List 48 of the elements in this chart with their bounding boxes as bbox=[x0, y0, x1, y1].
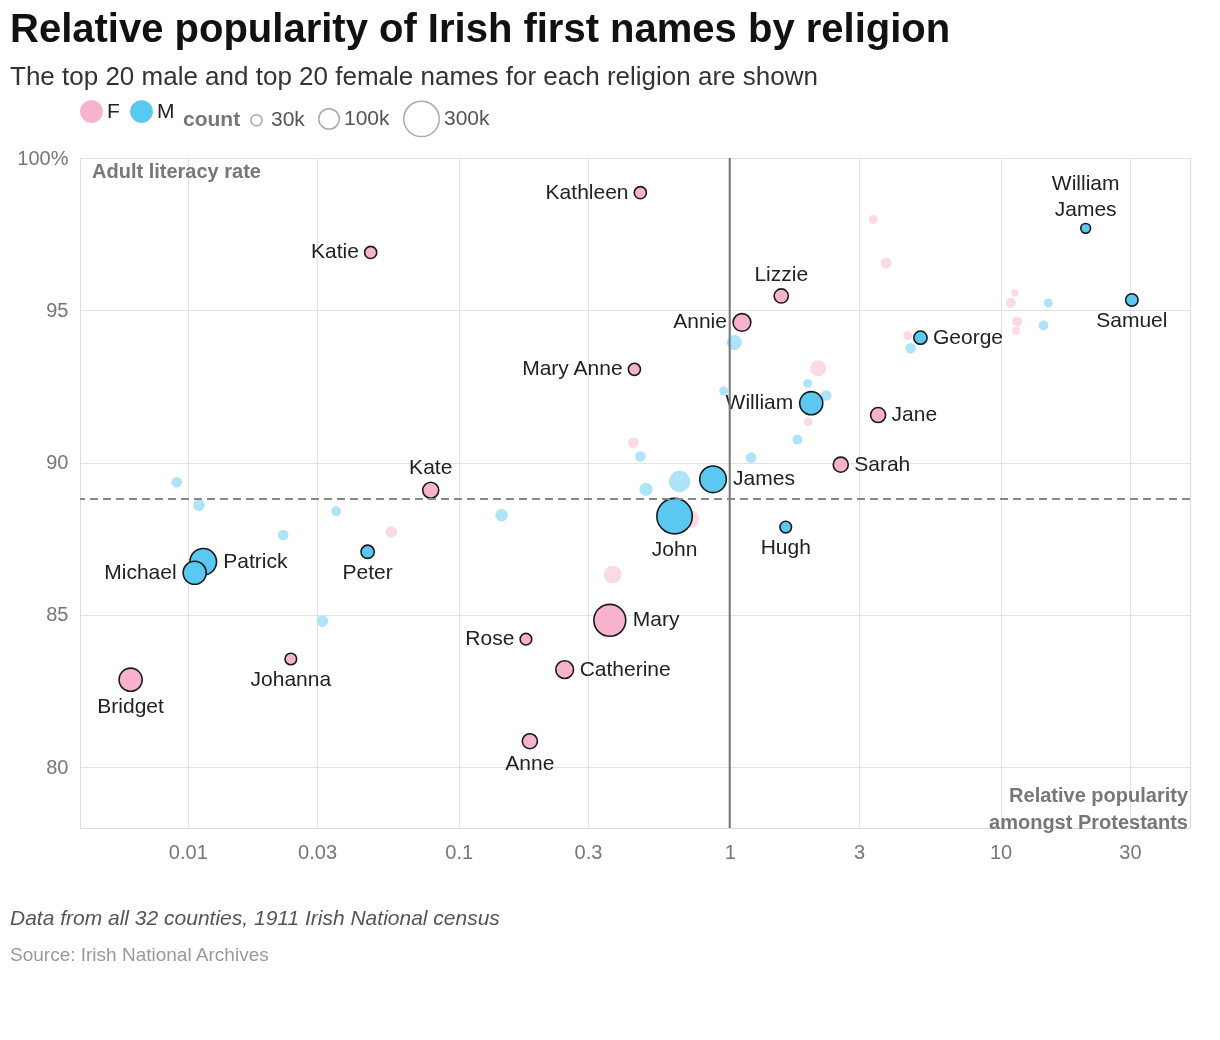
y-axis-title: Adult literacy rate bbox=[92, 160, 261, 182]
data-label: Sarah bbox=[854, 451, 911, 475]
x-tick-label: 30 bbox=[1119, 840, 1142, 863]
data-label: Anne bbox=[505, 750, 555, 774]
data-label: Lizzie bbox=[754, 261, 809, 285]
data-label: John bbox=[651, 537, 698, 561]
chart-title: Relative popularity of Irish first names by religion bbox=[10, 6, 951, 50]
legend-label: 100k bbox=[344, 105, 391, 129]
data-label: Michael bbox=[104, 559, 177, 583]
data-label: Rose bbox=[465, 626, 515, 650]
x-tick-label: 10 bbox=[990, 840, 1013, 863]
x-tick-label: 0.01 bbox=[168, 840, 208, 863]
x-tick-label: 0.3 bbox=[574, 840, 603, 863]
x-tick-label: 1 bbox=[724, 840, 736, 863]
data-label: Jane bbox=[891, 402, 938, 426]
data-label: Peter bbox=[342, 560, 393, 584]
data-label: Patrick bbox=[223, 548, 288, 572]
y-tick-label: 100% bbox=[17, 146, 69, 169]
chart-subtitle: The top 20 male and top 20 female names for each religion are shown bbox=[10, 61, 818, 91]
data-label: Annie bbox=[673, 309, 727, 333]
data-label: Bridget bbox=[97, 693, 165, 717]
x-tick-label: 3 bbox=[853, 840, 866, 863]
data-label: Samuel bbox=[1096, 307, 1168, 331]
y-tick-label: 90 bbox=[46, 451, 69, 474]
y-tick-label: 80 bbox=[46, 755, 69, 778]
legend-label: 300k bbox=[444, 105, 491, 129]
data-label: Mary bbox=[632, 607, 680, 631]
text: Data from all 32 counties, 1911 Irish National census bbox=[10, 906, 501, 929]
source-note: Source: Irish National Archives bbox=[10, 944, 269, 965]
data-label: Katie bbox=[310, 239, 359, 263]
legend-label: M bbox=[157, 98, 175, 122]
data-label: Kate bbox=[409, 455, 453, 479]
data-label: Kathleen bbox=[545, 179, 629, 203]
data-label: Hugh bbox=[760, 534, 811, 558]
data-label: James bbox=[733, 466, 795, 490]
y-tick-label: 85 bbox=[46, 603, 69, 626]
data-label: William James bbox=[1051, 170, 1120, 220]
x-tick-label: 0.1 bbox=[445, 840, 474, 863]
x-tick-label: 0.03 bbox=[298, 840, 338, 863]
data-label: Catherine bbox=[579, 656, 671, 680]
legend-title: count bbox=[183, 107, 241, 130]
y-tick-label: 95 bbox=[46, 298, 69, 321]
data-label: George bbox=[932, 324, 1003, 348]
legend-label: F bbox=[107, 98, 120, 122]
data-label: Mary Anne bbox=[522, 356, 623, 380]
legend-label: 30k bbox=[271, 107, 306, 131]
x-axis-title: Relative popularity amongst Protestants bbox=[989, 784, 1189, 833]
data-label: Johanna bbox=[250, 666, 332, 690]
